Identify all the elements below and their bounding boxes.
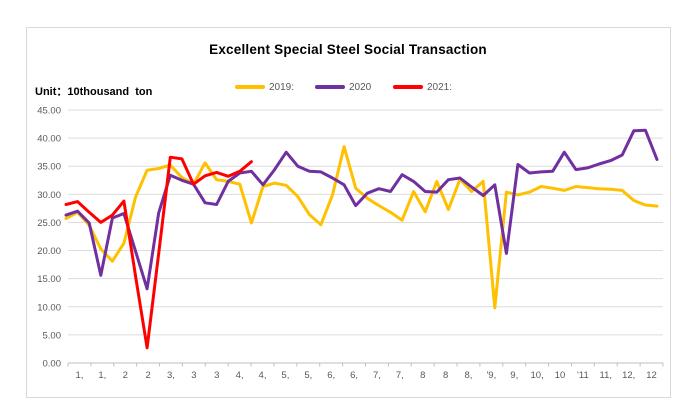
svg-text:3: 3 xyxy=(191,370,196,381)
svg-text:5.00: 5.00 xyxy=(43,330,62,341)
series-line-2021 xyxy=(64,155,253,350)
svg-text:2: 2 xyxy=(123,370,128,381)
svg-text:10.00: 10.00 xyxy=(37,302,61,313)
svg-text:8: 8 xyxy=(420,370,425,381)
svg-text:5,: 5, xyxy=(304,370,312,381)
svg-text:12: 12 xyxy=(646,370,657,381)
svg-text:10: 10 xyxy=(555,370,566,381)
svg-text:30.00: 30.00 xyxy=(37,190,61,201)
svg-text:7,: 7, xyxy=(396,370,404,381)
legend-swatch-2021-icon xyxy=(393,85,423,89)
legend-label-2019: 2019: xyxy=(269,81,295,93)
svg-text:4,: 4, xyxy=(259,370,267,381)
svg-text:1,: 1, xyxy=(98,370,106,381)
legend-item-2021: 2021: xyxy=(393,80,452,94)
svg-text:0.00: 0.00 xyxy=(43,359,62,370)
svg-text:9,: 9, xyxy=(510,370,518,381)
legend-swatch-2020-icon xyxy=(315,85,345,89)
legend-swatch-2019-icon xyxy=(235,85,265,89)
svg-text:6,: 6, xyxy=(327,370,335,381)
svg-text:12,: 12, xyxy=(622,370,635,381)
legend: 2019: 2020 2021: xyxy=(0,80,700,94)
svg-text:45.00: 45.00 xyxy=(37,106,61,117)
svg-text:7,: 7, xyxy=(373,370,381,381)
svg-text:8: 8 xyxy=(443,370,448,381)
svg-text:2: 2 xyxy=(145,370,150,381)
svg-text:11,: 11, xyxy=(600,370,613,381)
svg-text:8,: 8, xyxy=(465,370,473,381)
svg-text:'9,: '9, xyxy=(486,370,496,381)
svg-text:3,: 3, xyxy=(167,370,175,381)
svg-text:40.00: 40.00 xyxy=(37,134,61,145)
series-line-2020 xyxy=(64,128,659,291)
svg-text:6,: 6, xyxy=(350,370,358,381)
legend-label-2021: 2021: xyxy=(427,81,453,93)
svg-text:35.00: 35.00 xyxy=(37,162,61,173)
svg-text:4,: 4, xyxy=(236,370,244,381)
svg-text:10,: 10, xyxy=(531,370,544,381)
legend-item-2020: 2020 xyxy=(315,80,371,94)
unit-label: Unit：10thousand ton xyxy=(35,86,153,98)
svg-text:'11: '11 xyxy=(577,370,589,381)
svg-text:3: 3 xyxy=(214,370,219,381)
svg-text:15.00: 15.00 xyxy=(37,274,61,285)
legend-item-2019: 2019: xyxy=(235,80,294,94)
svg-text:20.00: 20.00 xyxy=(37,246,61,257)
svg-text:5,: 5, xyxy=(281,370,289,381)
series-line-2019 xyxy=(64,145,659,310)
svg-text:1,: 1, xyxy=(75,370,83,381)
legend-label-2020: 2020 xyxy=(349,81,372,93)
svg-text:25.00: 25.00 xyxy=(37,218,61,229)
chart-frame xyxy=(26,27,671,398)
chart-title: Excellent Special Steel Social Transacti… xyxy=(209,42,487,57)
